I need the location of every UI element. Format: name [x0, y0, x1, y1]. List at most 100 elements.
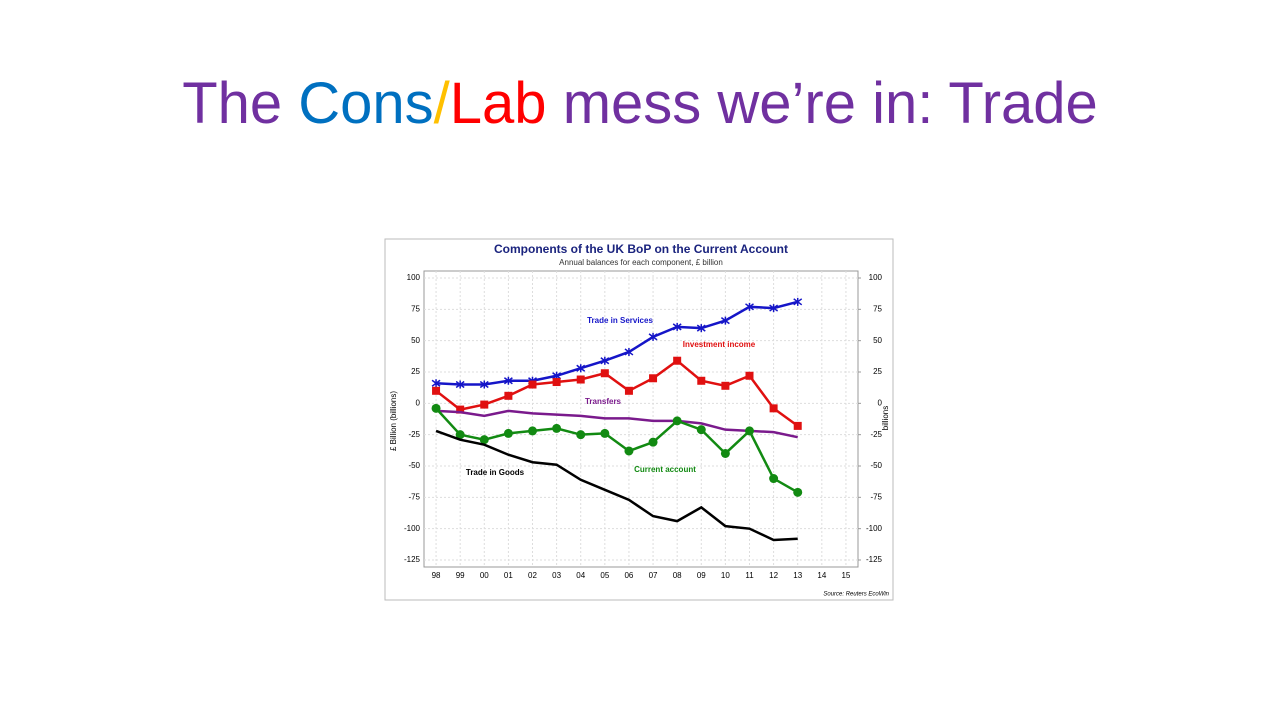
marker: [672, 322, 682, 331]
marker: [576, 375, 585, 384]
marker: [480, 400, 489, 409]
x-tick-label: 11: [745, 571, 754, 580]
y2-tick-label: -50: [870, 461, 882, 470]
marker: [600, 428, 610, 438]
title-part: /: [433, 71, 450, 136]
marker: [769, 404, 778, 413]
marker: [431, 403, 441, 413]
marker: [624, 386, 633, 395]
y-tick-label: 0: [416, 398, 421, 407]
series-line: [435, 409, 798, 439]
x-tick-label: 00: [480, 571, 489, 580]
marker: [793, 421, 802, 430]
marker: [456, 405, 465, 414]
marker: [793, 297, 803, 306]
y2-tick-label: -25: [870, 430, 882, 439]
marker: [649, 374, 658, 383]
marker: [696, 425, 706, 435]
marker: [455, 380, 465, 389]
x-tick-label: 12: [769, 571, 778, 580]
y2-axis-label: billions: [881, 406, 890, 430]
x-tick-label: 03: [552, 571, 561, 580]
marker: [769, 304, 779, 313]
x-tick-label: 98: [432, 571, 441, 580]
y2-tick-label: -75: [870, 492, 882, 501]
marker: [600, 369, 609, 378]
marker: [793, 487, 803, 497]
series-line: [435, 300, 799, 386]
y-tick-label: -125: [404, 555, 421, 564]
marker: [721, 381, 730, 390]
y2-tick-label: 75: [873, 304, 882, 313]
x-tick-label: 01: [504, 571, 513, 580]
x-tick-label: 04: [576, 571, 585, 580]
marker: [720, 316, 730, 325]
y-tick-label: 100: [407, 273, 421, 282]
y-tick-label: 75: [411, 304, 420, 313]
y-tick-label: 50: [411, 336, 420, 345]
x-tick-label: 13: [793, 571, 802, 580]
chart-title: Components of the UK BoP on the Current …: [494, 242, 788, 256]
chart-subtitle: Annual balances for each component, £ bi…: [559, 258, 723, 267]
series-label: Investment income: [683, 340, 756, 349]
title-part: Cons: [298, 71, 434, 136]
x-tick-label: 08: [673, 571, 682, 580]
x-tick-label: 06: [624, 571, 633, 580]
y2-tick-label: 100: [869, 273, 883, 282]
marker: [769, 474, 779, 484]
marker: [720, 448, 730, 458]
y-tick-label: -100: [404, 524, 421, 533]
source: Source: Reuters EcoWin: [823, 592, 889, 598]
x-tick-label: 05: [600, 571, 609, 580]
marker: [528, 380, 537, 389]
marker: [745, 371, 754, 380]
x-tick-label: 09: [697, 571, 706, 580]
marker: [672, 416, 682, 426]
title-part: The: [182, 71, 299, 136]
y-tick-label: -75: [408, 492, 420, 501]
marker: [696, 324, 706, 333]
x-tick-label: 15: [841, 571, 850, 580]
x-tick-label: 07: [649, 571, 658, 580]
y2-tick-label: 0: [878, 398, 883, 407]
marker: [504, 391, 513, 400]
marker: [455, 430, 465, 440]
marker: [600, 356, 610, 365]
series-label: Trade in Services: [587, 316, 653, 325]
series-line: [435, 407, 799, 494]
marker: [624, 446, 634, 456]
marker: [576, 364, 586, 373]
x-tick-label: 10: [721, 571, 730, 580]
y-tick-label: -50: [408, 461, 420, 470]
marker: [576, 430, 586, 440]
marker: [624, 347, 634, 356]
marker: [432, 386, 441, 395]
x-tick-label: 14: [817, 571, 826, 580]
marker: [431, 379, 441, 388]
x-tick-label: 99: [456, 571, 465, 580]
series-label: Transfers: [585, 397, 622, 406]
marker: [673, 356, 682, 365]
series-line: [435, 359, 799, 427]
marker: [479, 435, 489, 445]
title-part: Lab: [449, 71, 547, 136]
marker: [648, 437, 658, 447]
marker: [552, 378, 561, 387]
y-tick-label: -25: [408, 430, 420, 439]
marker: [552, 423, 562, 433]
marker: [648, 332, 658, 341]
marker: [697, 376, 706, 385]
x-tick-label: 02: [528, 571, 537, 580]
marker: [745, 426, 754, 436]
marker: [745, 302, 754, 311]
y2-tick-label: -125: [866, 555, 883, 564]
series-label: Trade in Goods: [466, 468, 525, 477]
y-axis-label: £ Billion (billions): [389, 391, 398, 451]
y-tick-label: 25: [411, 367, 420, 376]
marker: [503, 428, 513, 438]
title-part: mess we’re in: Trade: [546, 71, 1098, 136]
marker: [503, 376, 513, 385]
y2-tick-label: 25: [873, 367, 882, 376]
